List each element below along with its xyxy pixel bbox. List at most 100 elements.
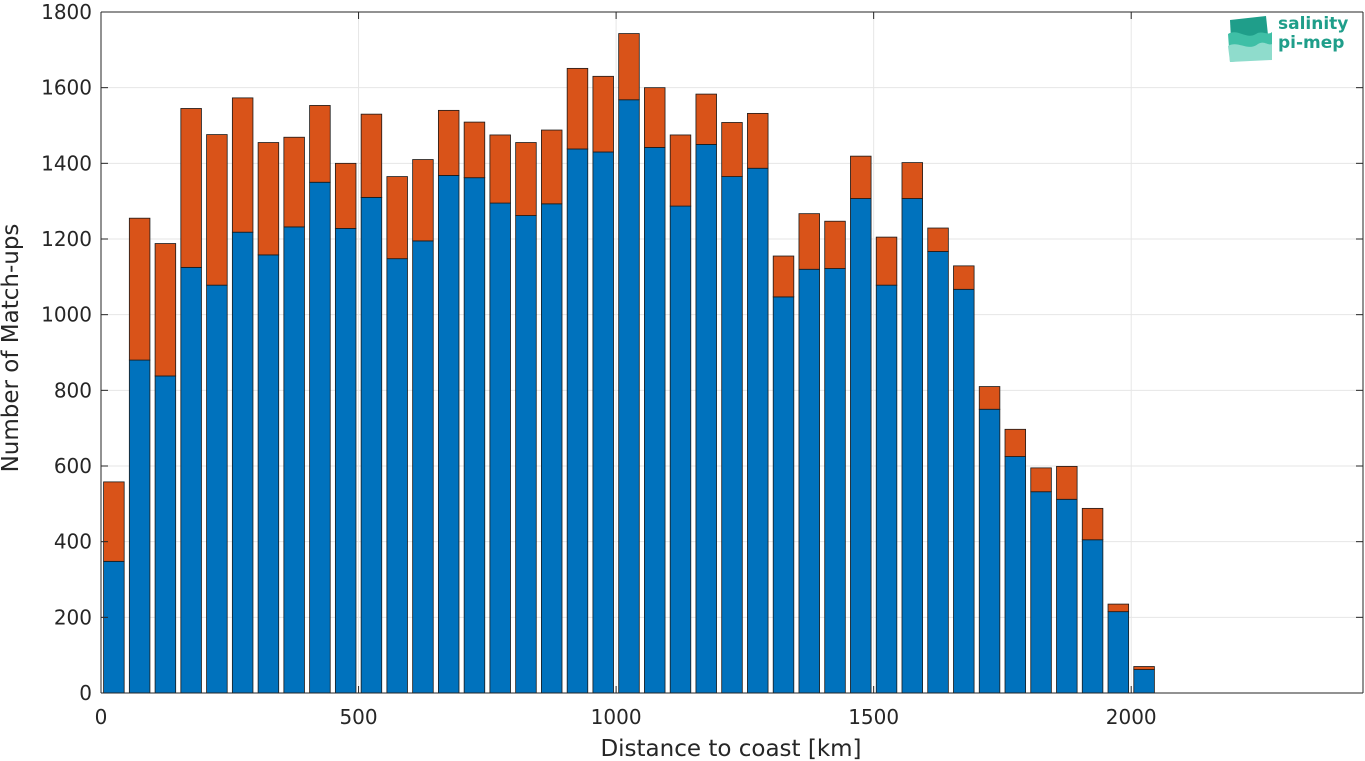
wave-logo-icon [1228, 16, 1272, 62]
y-tick-label: 400 [54, 530, 92, 554]
y-tick-label: 600 [54, 454, 92, 478]
bar-series-2 [334, 162, 357, 229]
bar-series-2 [978, 386, 1001, 410]
y-tick-label: 200 [54, 605, 92, 629]
bar-series-1 [515, 215, 537, 694]
y-tick-label: 1000 [41, 303, 92, 327]
bar-series-1 [1081, 539, 1104, 694]
bar-series-2 [566, 67, 589, 150]
y-tick-label: 0 [79, 681, 92, 705]
y-tick-label: 1800 [41, 0, 92, 24]
bar-series-1 [309, 181, 331, 694]
x-tick-label: 2000 [1106, 705, 1157, 729]
bar-series-2 [180, 108, 202, 268]
bar-series-1 [927, 251, 949, 694]
bar-series-2 [309, 105, 331, 183]
bar-series-2 [644, 87, 666, 148]
bar-series-2 [128, 217, 151, 361]
bar-series-1 [721, 176, 743, 694]
bar-series-2 [437, 109, 460, 176]
bar-series-2 [695, 93, 717, 145]
bars [103, 33, 1155, 694]
bar-series-2 [1107, 603, 1130, 613]
bar-series-1 [953, 288, 975, 694]
bar-series-2 [489, 134, 511, 204]
bar-series-1 [592, 151, 614, 694]
y-axis-title: Number of Match-ups [0, 224, 24, 473]
bar-series-1 [437, 175, 460, 694]
bar-series-2 [206, 134, 228, 286]
bar-series-2 [721, 122, 743, 177]
bar-series-2 [901, 162, 923, 199]
bar-series-1 [978, 408, 1001, 694]
bar-series-2 [927, 227, 949, 252]
bar-series-1 [154, 375, 177, 694]
y-tick-label: 800 [54, 378, 92, 402]
bar-series-1 [1004, 456, 1027, 694]
bar-series-2 [515, 142, 537, 216]
salinity-pi-mep-logo: salinity pi-mep [1226, 14, 1358, 66]
bar-series-1 [360, 196, 383, 694]
bar-series-2 [824, 220, 846, 269]
bar-series-1 [824, 268, 846, 694]
bar-series-1 [772, 296, 795, 694]
bar-series-1 [901, 198, 923, 694]
bar-series-2 [412, 159, 434, 242]
bar-series-2 [798, 213, 820, 270]
bar-series-1 [257, 254, 280, 694]
bar-series-2 [772, 255, 795, 298]
bar-series-2 [386, 176, 408, 260]
bar-series-1 [1030, 491, 1052, 694]
bar-series-1 [283, 226, 305, 694]
bar-series-1 [463, 177, 486, 694]
bar-series-2 [747, 112, 769, 169]
tick-labels: 0 200 400 600 800 1000 1200 1400 1600 1800 0 500 100… [41, 0, 1157, 729]
bar-series-2 [231, 97, 254, 233]
x-axis-title: Distance to coast [km] [600, 736, 861, 761]
bar-series-1 [541, 203, 563, 694]
bar-series-2 [1133, 666, 1155, 670]
bar-series-1 [489, 202, 511, 694]
bar-series-1 [618, 99, 640, 694]
y-tick-label: 1200 [41, 227, 92, 251]
bar-series-2 [1056, 465, 1078, 500]
x-tick-label: 1500 [848, 705, 899, 729]
axes [100, 11, 1364, 694]
bar-series-2 [618, 33, 640, 101]
bar-series-2 [257, 142, 280, 256]
logo-line2: pi-mep [1278, 33, 1345, 53]
bar-series-1 [206, 284, 228, 694]
bar-series-1 [747, 167, 769, 694]
bar-series-2 [1030, 467, 1052, 493]
bar-series-2 [875, 236, 898, 286]
bar-series-1 [1133, 669, 1155, 694]
y-tick-label: 1600 [41, 76, 92, 100]
bar-series-1 [180, 266, 202, 694]
bar-series-2 [360, 113, 383, 198]
x-tick-label: 1000 [591, 705, 642, 729]
bar-series-1 [669, 205, 692, 694]
x-tick-label: 500 [339, 705, 377, 729]
bar-series-2 [592, 75, 614, 153]
bar-series-2 [850, 155, 872, 199]
bar-series-1 [231, 231, 254, 694]
bar-series-2 [463, 121, 486, 179]
bar-series-2 [541, 129, 563, 205]
bar-series-1 [850, 198, 872, 694]
bar-series-1 [386, 258, 408, 694]
bar-series-2 [1081, 507, 1104, 541]
bar-series-2 [953, 265, 975, 290]
bar-series-2 [103, 481, 125, 562]
bar-series-1 [334, 228, 357, 694]
y-tick-label: 1400 [41, 151, 92, 175]
bar-series-2 [669, 134, 692, 207]
bar-series-1 [566, 148, 589, 694]
bar-series-1 [798, 268, 820, 694]
bar-series-1 [1056, 498, 1078, 694]
x-tick-label: 0 [95, 705, 108, 729]
bar-series-1 [412, 240, 434, 694]
bar-series-2 [283, 136, 305, 228]
bar-series-2 [1004, 428, 1027, 457]
bar-series-1 [1107, 611, 1130, 694]
